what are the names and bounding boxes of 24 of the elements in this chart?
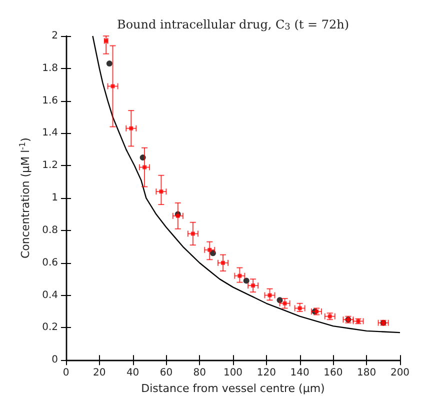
y-tick-label: 2 bbox=[52, 30, 58, 42]
x-tick-label: 80 bbox=[193, 368, 206, 379]
x-tick-label: 0 bbox=[62, 368, 70, 379]
x-tick-label: 100 bbox=[223, 368, 243, 379]
y-tick-label: 0.4 bbox=[42, 290, 58, 301]
y-tick-label: 1.4 bbox=[42, 128, 58, 139]
x-tick-label: 60 bbox=[160, 368, 173, 379]
y-tick-label: 1.2 bbox=[42, 160, 58, 172]
x-tick-label: 20 bbox=[93, 368, 106, 379]
y-tick-label: 0.2 bbox=[42, 322, 58, 334]
x-axis-title: Distance from vessel centre (μm) bbox=[141, 382, 325, 395]
y-tick-label: 1 bbox=[52, 192, 58, 204]
y-tick-label: 0 bbox=[52, 354, 58, 366]
y-axis-title: Concentration (μM l-1) bbox=[18, 138, 32, 259]
y-tick-label: 0.8 bbox=[42, 224, 58, 236]
x-tick-label: 40 bbox=[126, 368, 140, 379]
x-tick-label: 160 bbox=[324, 368, 343, 379]
x-tick-label: 120 bbox=[256, 368, 276, 379]
y-tick-label: 1.6 bbox=[42, 95, 58, 106]
x-tick-label: 180 bbox=[357, 368, 376, 379]
x-tick-label: 140 bbox=[290, 368, 310, 379]
y-tick-label: 0.6 bbox=[42, 257, 58, 268]
y-tick-label: 1.8 bbox=[42, 62, 58, 74]
x-tick-label: 200 bbox=[390, 368, 410, 379]
